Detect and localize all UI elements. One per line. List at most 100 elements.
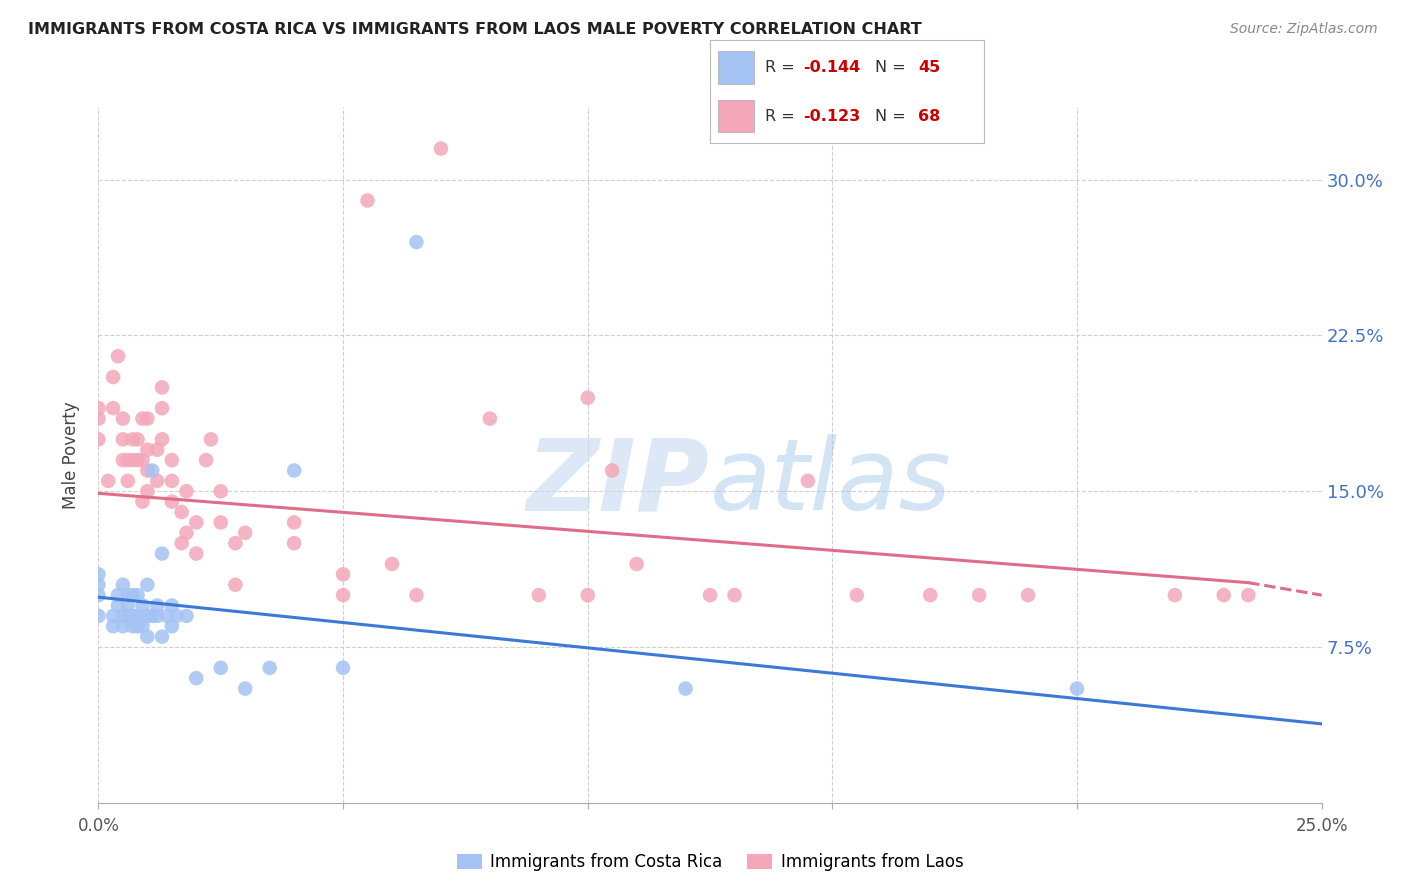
- Point: [107, 599, 129, 613]
- Point: [381, 557, 404, 571]
- Point: [723, 588, 745, 602]
- Point: [131, 494, 153, 508]
- Point: [176, 484, 198, 499]
- Point: [131, 453, 153, 467]
- Point: [101, 619, 124, 633]
- Text: N =: N =: [875, 109, 911, 124]
- FancyBboxPatch shape: [718, 100, 754, 132]
- Point: [224, 536, 246, 550]
- Point: [117, 588, 139, 602]
- Point: [150, 547, 173, 561]
- Point: [111, 453, 134, 467]
- Point: [405, 588, 427, 602]
- Point: [131, 619, 153, 633]
- Point: [121, 453, 143, 467]
- Point: [233, 525, 256, 540]
- Point: [156, 608, 179, 623]
- Point: [176, 608, 198, 623]
- Point: [150, 433, 173, 447]
- Point: [121, 588, 143, 602]
- Point: [259, 661, 281, 675]
- Point: [131, 411, 153, 425]
- Point: [1237, 588, 1260, 602]
- Point: [136, 484, 159, 499]
- Point: [111, 433, 134, 447]
- Point: [127, 619, 149, 633]
- Point: [141, 608, 163, 623]
- Point: [920, 588, 942, 602]
- Point: [136, 463, 159, 477]
- Point: [186, 671, 208, 685]
- Point: [576, 588, 599, 602]
- Point: [127, 608, 149, 623]
- Point: [160, 453, 183, 467]
- Point: [111, 411, 134, 425]
- Point: [160, 494, 183, 508]
- Point: [186, 547, 208, 561]
- Text: R =: R =: [765, 109, 800, 124]
- Point: [87, 567, 110, 582]
- Point: [233, 681, 256, 696]
- Point: [430, 142, 453, 156]
- Point: [87, 411, 110, 425]
- Point: [160, 474, 183, 488]
- Point: [131, 599, 153, 613]
- Point: [121, 608, 143, 623]
- Point: [332, 661, 354, 675]
- Legend: Immigrants from Costa Rica, Immigrants from Laos: Immigrants from Costa Rica, Immigrants f…: [450, 847, 970, 878]
- Text: R =: R =: [765, 61, 800, 75]
- Point: [209, 484, 232, 499]
- Point: [478, 411, 501, 425]
- Point: [136, 630, 159, 644]
- Point: [283, 463, 305, 477]
- Point: [101, 370, 124, 384]
- Point: [209, 661, 232, 675]
- Point: [150, 380, 173, 394]
- Text: 45: 45: [918, 61, 941, 75]
- Point: [186, 516, 208, 530]
- Point: [121, 619, 143, 633]
- Point: [332, 567, 354, 582]
- Point: [87, 578, 110, 592]
- Point: [209, 516, 232, 530]
- Point: [1066, 681, 1088, 696]
- Point: [107, 588, 129, 602]
- Text: Source: ZipAtlas.com: Source: ZipAtlas.com: [1230, 22, 1378, 37]
- Point: [845, 588, 868, 602]
- Point: [166, 608, 188, 623]
- Point: [527, 588, 550, 602]
- Point: [150, 401, 173, 416]
- Point: [136, 608, 159, 623]
- Point: [111, 619, 134, 633]
- Point: [127, 433, 149, 447]
- Point: [176, 525, 198, 540]
- Point: [332, 588, 354, 602]
- Point: [1212, 588, 1234, 602]
- Point: [200, 433, 222, 447]
- Text: -0.123: -0.123: [803, 109, 860, 124]
- Point: [146, 599, 169, 613]
- Point: [675, 681, 697, 696]
- Point: [224, 578, 246, 592]
- Point: [111, 608, 134, 623]
- Point: [160, 619, 183, 633]
- Point: [127, 588, 149, 602]
- Point: [600, 463, 623, 477]
- Text: IMMIGRANTS FROM COSTA RICA VS IMMIGRANTS FROM LAOS MALE POVERTY CORRELATION CHAR: IMMIGRANTS FROM COSTA RICA VS IMMIGRANTS…: [28, 22, 922, 37]
- Point: [87, 588, 110, 602]
- Point: [117, 453, 139, 467]
- Point: [170, 505, 193, 519]
- Text: 68: 68: [918, 109, 941, 124]
- FancyBboxPatch shape: [718, 52, 754, 84]
- Point: [121, 433, 143, 447]
- Point: [576, 391, 599, 405]
- Point: [626, 557, 648, 571]
- Point: [1017, 588, 1039, 602]
- Point: [160, 599, 183, 613]
- Point: [136, 442, 159, 457]
- Point: [1164, 588, 1187, 602]
- Point: [146, 442, 169, 457]
- Point: [117, 608, 139, 623]
- Point: [87, 401, 110, 416]
- Text: -0.144: -0.144: [803, 61, 860, 75]
